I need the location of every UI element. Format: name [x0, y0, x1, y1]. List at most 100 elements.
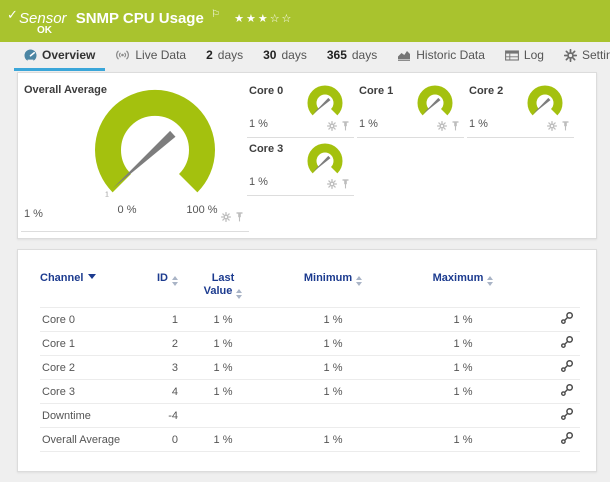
channel-settings-button[interactable] [560, 407, 574, 421]
gauge-tile-core-3: Core 3 1 % [247, 138, 354, 196]
col-label: ID [157, 272, 168, 284]
col-label: Minimum [303, 272, 353, 284]
cell-channel: Downtime [40, 403, 140, 428]
cell-min: 1 % [268, 379, 398, 404]
gauge-title: Core 2 [469, 85, 504, 97]
col-header-channel[interactable]: Channel [40, 272, 140, 308]
table-header-row: Channel ID Last Value Minimum Maximum [40, 272, 580, 308]
cell-last: 1 % [178, 379, 268, 404]
gauge-settings-icon[interactable] [436, 120, 448, 132]
tab-label: Overview [42, 48, 96, 62]
channel-settings-button[interactable] [560, 335, 574, 349]
col-label: Maximum [432, 272, 484, 284]
cell-last: 1 % [178, 427, 268, 452]
tab-settings[interactable]: Settings [554, 42, 610, 71]
gauge-settings-icon[interactable] [326, 120, 338, 132]
col-header-actions [528, 272, 580, 308]
cell-id: -4 [140, 403, 178, 428]
col-header-id[interactable]: ID [140, 272, 178, 308]
gauge-pin-icon[interactable] [341, 121, 350, 131]
channel-settings-button[interactable] [560, 311, 574, 325]
tab-number: 365 [326, 48, 347, 62]
gauge-title: Core 3 [249, 143, 284, 155]
tab-overview[interactable]: Overview [14, 42, 106, 71]
tab-number: 30 [263, 48, 277, 62]
cell-last: 1 % [178, 331, 268, 356]
channel-settings-button[interactable] [560, 359, 574, 373]
gauge-icon [24, 49, 37, 62]
channel-settings-button[interactable] [560, 383, 574, 397]
channels-panel: Channel ID Last Value Minimum Maximum Core 0… [17, 249, 597, 472]
gauge-pin-icon[interactable] [235, 212, 244, 222]
cell-max [398, 403, 528, 428]
gauge-toolbar [220, 211, 244, 223]
overall-average-gauge: 1 [83, 88, 233, 206]
cell-max: 1 % [398, 307, 528, 332]
gauge-settings-icon[interactable] [546, 120, 558, 132]
table-row-downtime: Downtime -4 [40, 403, 580, 428]
cell-channel: Core 3 [40, 379, 140, 404]
cell-min: 1 % [268, 331, 398, 356]
live-icon [115, 49, 130, 61]
col-header-min[interactable]: Minimum [268, 272, 398, 308]
gauge-settings-icon[interactable] [326, 178, 338, 190]
tab-label: Historic Data [416, 48, 485, 62]
cell-id: 2 [140, 331, 178, 356]
cell-channel: Overall Average [40, 427, 140, 452]
gauge-pin-icon[interactable] [561, 121, 570, 131]
sensor-header: ✓ Sensor SNMP CPU Usage ⚐ ★★★☆☆ OK [0, 0, 610, 42]
sort-icon [487, 276, 494, 286]
channel-settings-button[interactable] [560, 431, 574, 445]
sensor-kind-label: Sensor [19, 10, 67, 27]
tab-historic-data[interactable]: Historic Data [387, 42, 495, 71]
cell-max: 1 % [398, 427, 528, 452]
tab-30-days[interactable]: 30 days [253, 42, 317, 71]
svg-text:1: 1 [105, 192, 109, 199]
gauge-pin-icon[interactable] [451, 121, 460, 131]
core-2-gauge [521, 84, 569, 120]
gauge-title: Overall Average [24, 84, 107, 96]
sensor-titleline: Sensor SNMP CPU Usage ⚐ ★★★☆☆ [19, 6, 293, 28]
cell-actions [528, 355, 580, 380]
channels-table: Channel ID Last Value Minimum Maximum Core 0… [40, 272, 580, 452]
gauge-title: Core 0 [249, 85, 284, 97]
gauge-min-label: 0 % [117, 204, 137, 216]
cell-actions [528, 307, 580, 332]
tab-label: days [217, 48, 244, 62]
col-label: Last Value [203, 272, 235, 297]
tab-bar: Overview Live Data 2 days 30 days 365 days Histo… [0, 42, 610, 71]
core-gauges-grid: Core 0 1 % Core 1 1 % Core 2 1 % Core 3 1 % [247, 80, 577, 196]
tab-2-days[interactable]: 2 days [196, 42, 253, 71]
gauge-toolbar [546, 120, 570, 132]
gauge-toolbar [436, 120, 460, 132]
chart-icon [397, 50, 411, 61]
gauges-panel: Overall Average 1 0 % 100 % 1 % Core 0 1 … [17, 72, 597, 239]
core-3-gauge [301, 142, 349, 178]
gauge-value: 1 % [24, 208, 43, 220]
sort-icon [356, 276, 363, 286]
gauge-pin-icon[interactable] [341, 179, 350, 189]
star-rating[interactable]: ★★★☆☆ [234, 13, 294, 25]
sensor-status-badge: OK [37, 25, 52, 36]
cell-min [268, 403, 398, 428]
gauge-value: 1 % [359, 118, 378, 130]
gauge-max-label: 100 % [186, 204, 218, 216]
col-header-last[interactable]: Last Value [178, 272, 268, 308]
gauge-value: 1 % [469, 118, 488, 130]
cell-last: 1 % [178, 355, 268, 380]
tab-log[interactable]: Log [495, 42, 554, 71]
cell-max: 1 % [398, 355, 528, 380]
cell-id: 1 [140, 307, 178, 332]
gauge-settings-icon[interactable] [220, 211, 232, 223]
cell-max: 1 % [398, 379, 528, 404]
priority-flag-icon[interactable]: ⚐ [210, 9, 220, 20]
cell-actions [528, 427, 580, 452]
col-header-max[interactable]: Maximum [398, 272, 528, 308]
cell-channel: Core 0 [40, 307, 140, 332]
tab-live-data[interactable]: Live Data [105, 42, 196, 71]
tab-365-days[interactable]: 365 days [317, 42, 387, 71]
cell-last: 1 % [178, 307, 268, 332]
